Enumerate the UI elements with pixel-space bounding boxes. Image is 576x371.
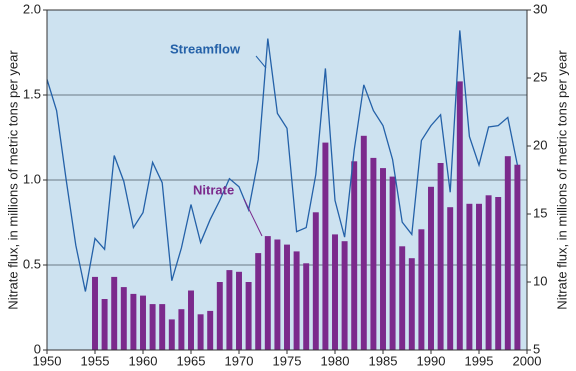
- plot-frame: [46, 9, 528, 351]
- y2-tick-label: 25: [533, 69, 547, 84]
- bar: [389, 176, 396, 350]
- x-tick-label: 1975: [273, 353, 302, 368]
- streamflow-annotation: Streamflow: [170, 41, 241, 56]
- y-tick-label: 0.5: [23, 256, 41, 271]
- y2-tick-label: 30: [533, 1, 547, 16]
- y-tick-label: 1.5: [23, 86, 41, 101]
- bar: [514, 164, 521, 350]
- x-tick-label: 1970: [225, 353, 254, 368]
- bar: [418, 229, 425, 350]
- bar: [140, 295, 146, 350]
- leader-line: [243, 198, 263, 237]
- y-tick-label: 2.0: [23, 1, 41, 16]
- bar: [255, 253, 262, 350]
- bar: [188, 290, 194, 350]
- bar: [178, 309, 185, 350]
- bar: [437, 163, 444, 350]
- bar: [226, 270, 233, 350]
- x-tick-label: 2000: [513, 353, 542, 368]
- x-tick-label: 1955: [81, 353, 110, 368]
- bar: [380, 168, 386, 350]
- x-tick-label: 1995: [465, 353, 494, 368]
- bar: [504, 156, 511, 350]
- bar: [303, 263, 310, 350]
- y2-tick-label: 20: [533, 137, 547, 152]
- x-tick-label: 1960: [129, 353, 158, 368]
- bar: [312, 212, 319, 350]
- bar: [92, 276, 98, 350]
- leader-line: [255, 55, 267, 69]
- bar: [332, 234, 338, 350]
- bar: [428, 186, 434, 350]
- bar: [236, 271, 242, 350]
- bar: [149, 304, 156, 350]
- y2-tick-label: 10: [533, 273, 547, 288]
- y2-tick-label: 15: [533, 205, 547, 220]
- bar: [351, 161, 358, 350]
- bar: [370, 157, 377, 350]
- bar: [264, 236, 271, 350]
- y-tick-label: 1.0: [23, 171, 41, 186]
- bar: [274, 239, 281, 350]
- bar: [456, 81, 463, 351]
- y2-axis-label: Nitrate flux, in millions of metric tons…: [554, 50, 569, 310]
- bar: [466, 203, 473, 350]
- y-axis-label: Nitrate flux, in millions of metric tons…: [5, 50, 20, 310]
- bar: [101, 299, 108, 350]
- y2-tick-label: 5: [533, 341, 540, 356]
- bar: [284, 244, 290, 350]
- bar: [159, 304, 166, 350]
- bar: [120, 287, 127, 350]
- bar: [168, 319, 175, 350]
- bar: [399, 246, 406, 350]
- bar: [360, 135, 367, 350]
- x-tick-label: 1985: [369, 353, 398, 368]
- nitrate-annotation: Nitrate: [193, 182, 234, 197]
- y-tick-label: 0: [34, 341, 41, 356]
- bar: [245, 282, 252, 350]
- x-tick-label: 1980: [321, 353, 350, 368]
- bar: [447, 207, 454, 350]
- bar: [293, 251, 300, 350]
- bar: [111, 276, 118, 350]
- x-tick-label: 1950: [33, 353, 62, 368]
- x-tick-label: 1965: [177, 353, 206, 368]
- bar: [197, 314, 204, 350]
- bar: [322, 142, 329, 350]
- bar: [130, 293, 137, 350]
- bar: [341, 241, 348, 350]
- bar: [485, 195, 492, 350]
- bar: [207, 310, 214, 350]
- streamflow-line: [46, 30, 519, 292]
- bar: [476, 203, 482, 350]
- bar: [408, 258, 415, 350]
- bar: [216, 282, 223, 350]
- bar: [495, 197, 502, 350]
- x-tick-label: 1990: [417, 353, 446, 368]
